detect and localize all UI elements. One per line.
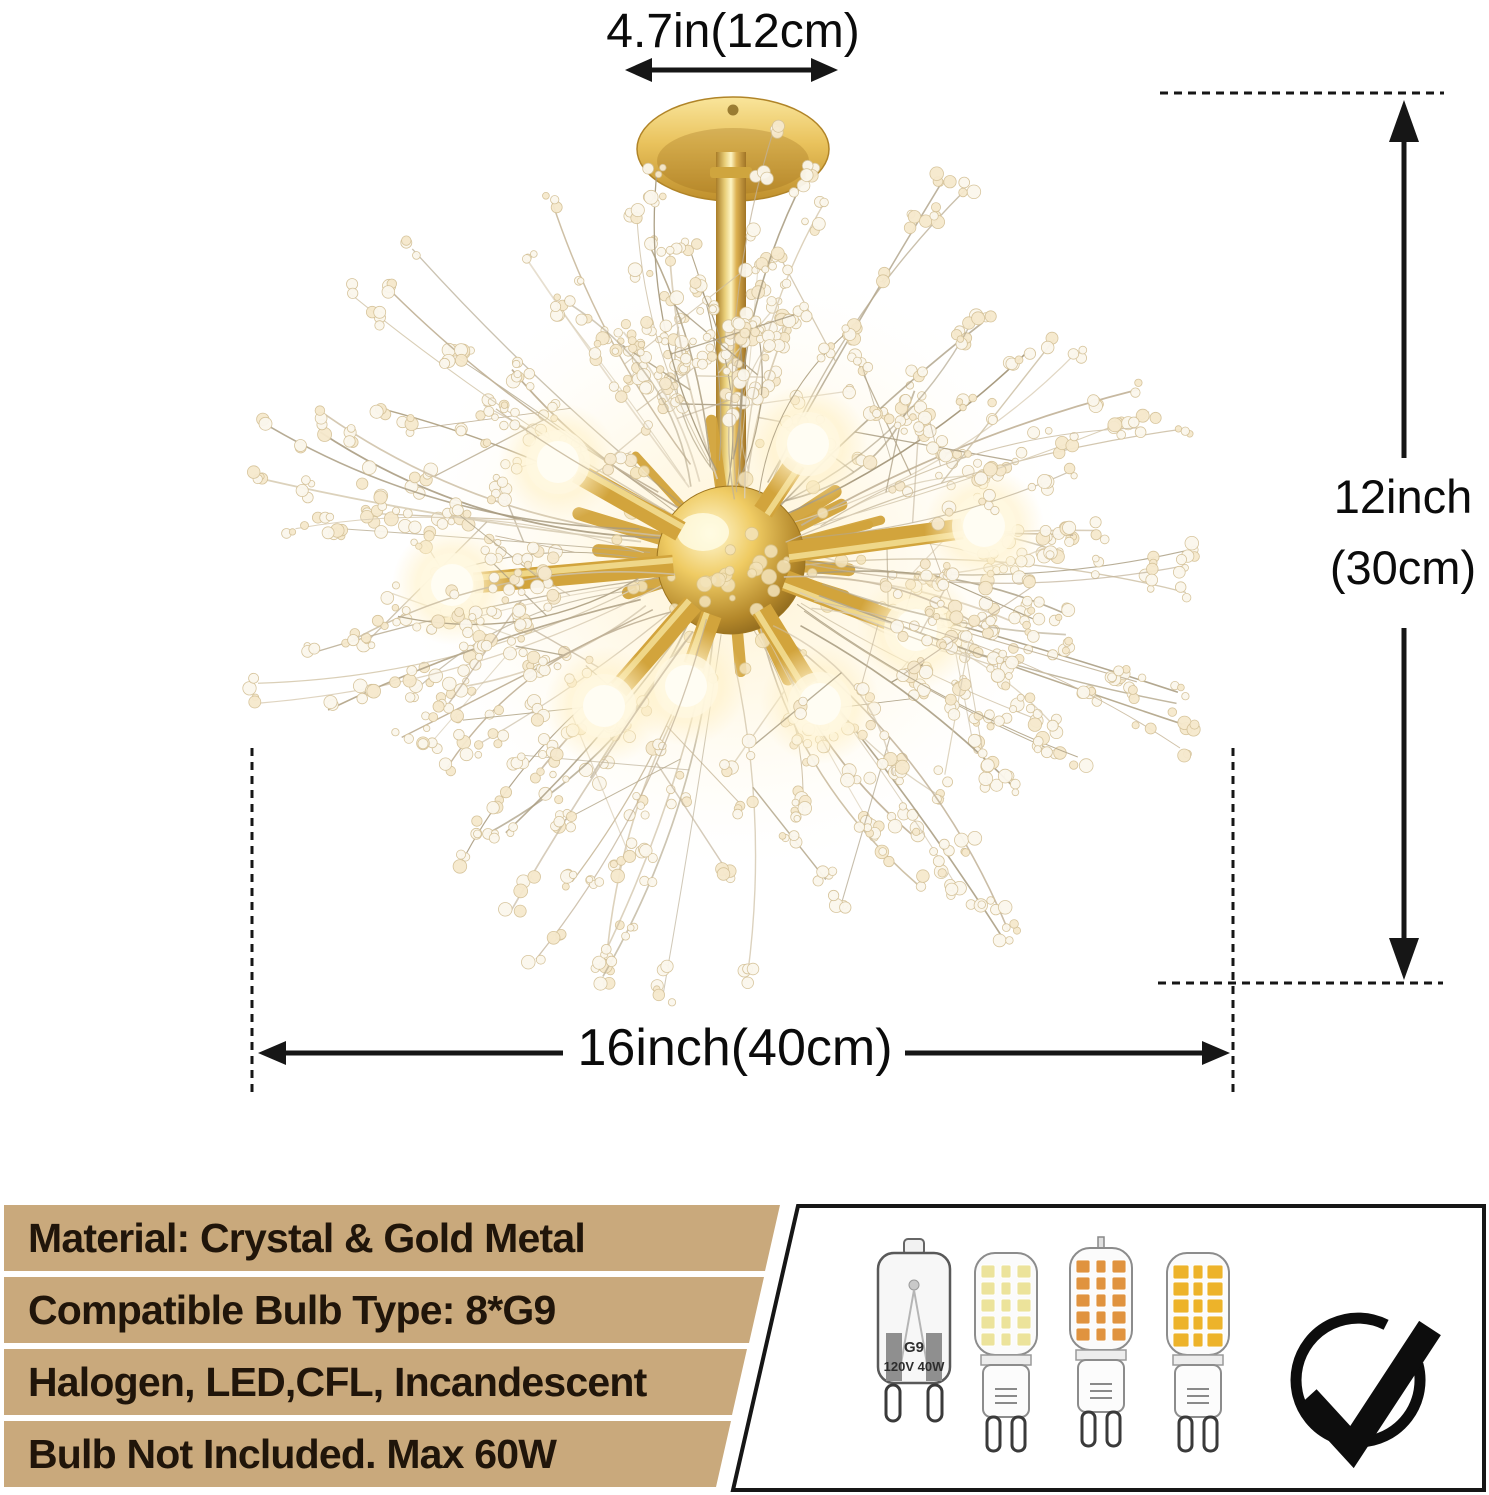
spec-row-bar [4, 1421, 731, 1487]
spec-row-bulb-kinds: Halogen, LED,CFL, Incandescent [28, 1358, 647, 1405]
canopy-screw [727, 104, 739, 116]
height-value-inches: 12inch [1333, 470, 1473, 523]
bulb-socket [787, 466, 1044, 586]
spec-row-bar [4, 1277, 764, 1343]
spec-row-material: Material: Crystal & Gold Metal [28, 1214, 586, 1261]
bulb-sockets [392, 384, 1044, 766]
arrowhead-left-icon [258, 1041, 286, 1065]
led-g9-bulb-orange-illustration [1069, 1236, 1133, 1448]
spec-row-bar [4, 1349, 747, 1415]
compatible-bulbs-illustration: G9 120V 40W [876, 1236, 1230, 1453]
height-label: 12inch (30cm) [1312, 462, 1489, 603]
stem-collar [710, 167, 752, 178]
bulb-socket [752, 603, 880, 764]
arrowhead-down-icon [1389, 938, 1419, 980]
dimension-annotations [250, 58, 1444, 1093]
bulb-socket [544, 596, 701, 766]
arrowhead-right-icon [1202, 1041, 1230, 1065]
halogen-g9-bulb-illustration: G9 120V 40W [876, 1238, 952, 1423]
info-panel: G9 120V 40W [4, 1204, 1486, 1492]
center-sphere [656, 485, 806, 635]
bulb-print-model: G9 [904, 1339, 924, 1356]
spec-row-bars [4, 1205, 780, 1487]
spec-row-bulb-note: Bulb Not Included. Max 60W [28, 1430, 557, 1477]
checkmark-circle-icon [1290, 1312, 1441, 1469]
chandelier-illustration [242, 58, 1444, 1093]
bulb-socket [748, 384, 868, 518]
height-value-cm: (30cm) [1329, 540, 1477, 594]
crystal-branches-front [341, 119, 1201, 970]
bulb-print-rating: 120V 40W [884, 1359, 945, 1374]
arrowhead-up-icon [1389, 100, 1419, 142]
arrowhead-right-icon [811, 58, 838, 82]
led-g9-bulb-amber-illustration [1166, 1252, 1230, 1453]
diameter-label: 16inch(40cm) [577, 1019, 893, 1077]
height-arrow [1389, 100, 1419, 980]
led-g9-bulb-pale-illustration [974, 1252, 1038, 1453]
arrowhead-left-icon [625, 58, 652, 82]
spec-row-bar [4, 1205, 780, 1271]
canopy-width-arrow [625, 58, 838, 82]
diameter-arrow [258, 1041, 1230, 1065]
spec-row-bulb-type: Compatible Bulb Type: 8*G9 [28, 1286, 556, 1333]
canopy-width-label: 4.7in(12cm) [606, 5, 860, 58]
